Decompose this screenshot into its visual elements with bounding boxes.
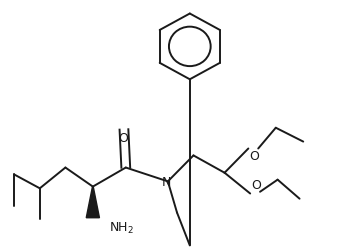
Polygon shape bbox=[86, 186, 99, 218]
Text: O: O bbox=[250, 150, 259, 163]
Text: O: O bbox=[251, 179, 261, 193]
Text: N: N bbox=[161, 176, 171, 189]
Text: O: O bbox=[118, 132, 128, 145]
Text: NH$_2$: NH$_2$ bbox=[109, 220, 134, 236]
